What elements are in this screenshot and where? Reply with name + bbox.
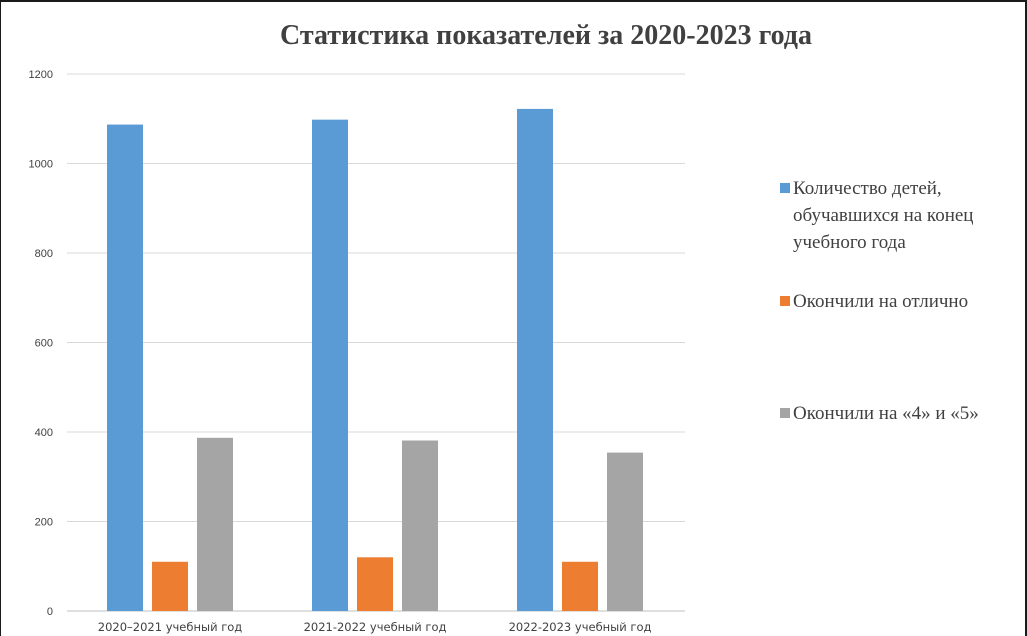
y-tick-label: 600 <box>35 338 53 350</box>
x-category-label: 2021-2022 учебный год <box>304 620 447 634</box>
bar <box>197 437 233 611</box>
bars <box>107 108 643 612</box>
bar <box>152 561 188 611</box>
bar <box>312 119 348 612</box>
y-tick-label: 1200 <box>29 69 53 81</box>
bar <box>107 124 143 611</box>
legend-label: учебного года <box>793 232 906 253</box>
x-axis-category-labels: 2020–2021 учебный год 2021-2022 учебный г… <box>98 620 652 634</box>
bar <box>357 557 393 611</box>
y-axis-tick-labels: 0 200 400 600 800 1000 1200 <box>29 69 53 618</box>
legend-swatch <box>780 408 790 418</box>
y-tick-label: 0 <box>47 606 53 618</box>
y-tick-label: 1000 <box>29 159 53 171</box>
gridlines <box>67 73 685 612</box>
bar <box>562 561 598 611</box>
bar <box>517 108 553 611</box>
chart-title: Статистика показателей за 2020-2023 года <box>280 20 812 51</box>
y-tick-label: 400 <box>35 427 53 439</box>
legend: Количество детей, обучавшихся на конец уче… <box>780 178 979 424</box>
legend-label: Количество детей, <box>793 178 942 199</box>
bar <box>607 452 643 611</box>
y-tick-label: 800 <box>35 248 53 260</box>
y-tick-label: 200 <box>35 517 53 529</box>
x-category-label: 2022-2023 учебный год <box>509 620 652 634</box>
legend-label: обучавшихся на конец <box>793 205 973 226</box>
legend-swatch <box>780 183 790 193</box>
legend-swatch <box>780 296 790 306</box>
legend-label: Окончили на отлично <box>793 291 968 312</box>
x-category-label: 2020–2021 учебный год <box>98 620 243 634</box>
legend-label: Окончили на «4» и «5» <box>793 403 979 424</box>
bar <box>402 440 438 611</box>
